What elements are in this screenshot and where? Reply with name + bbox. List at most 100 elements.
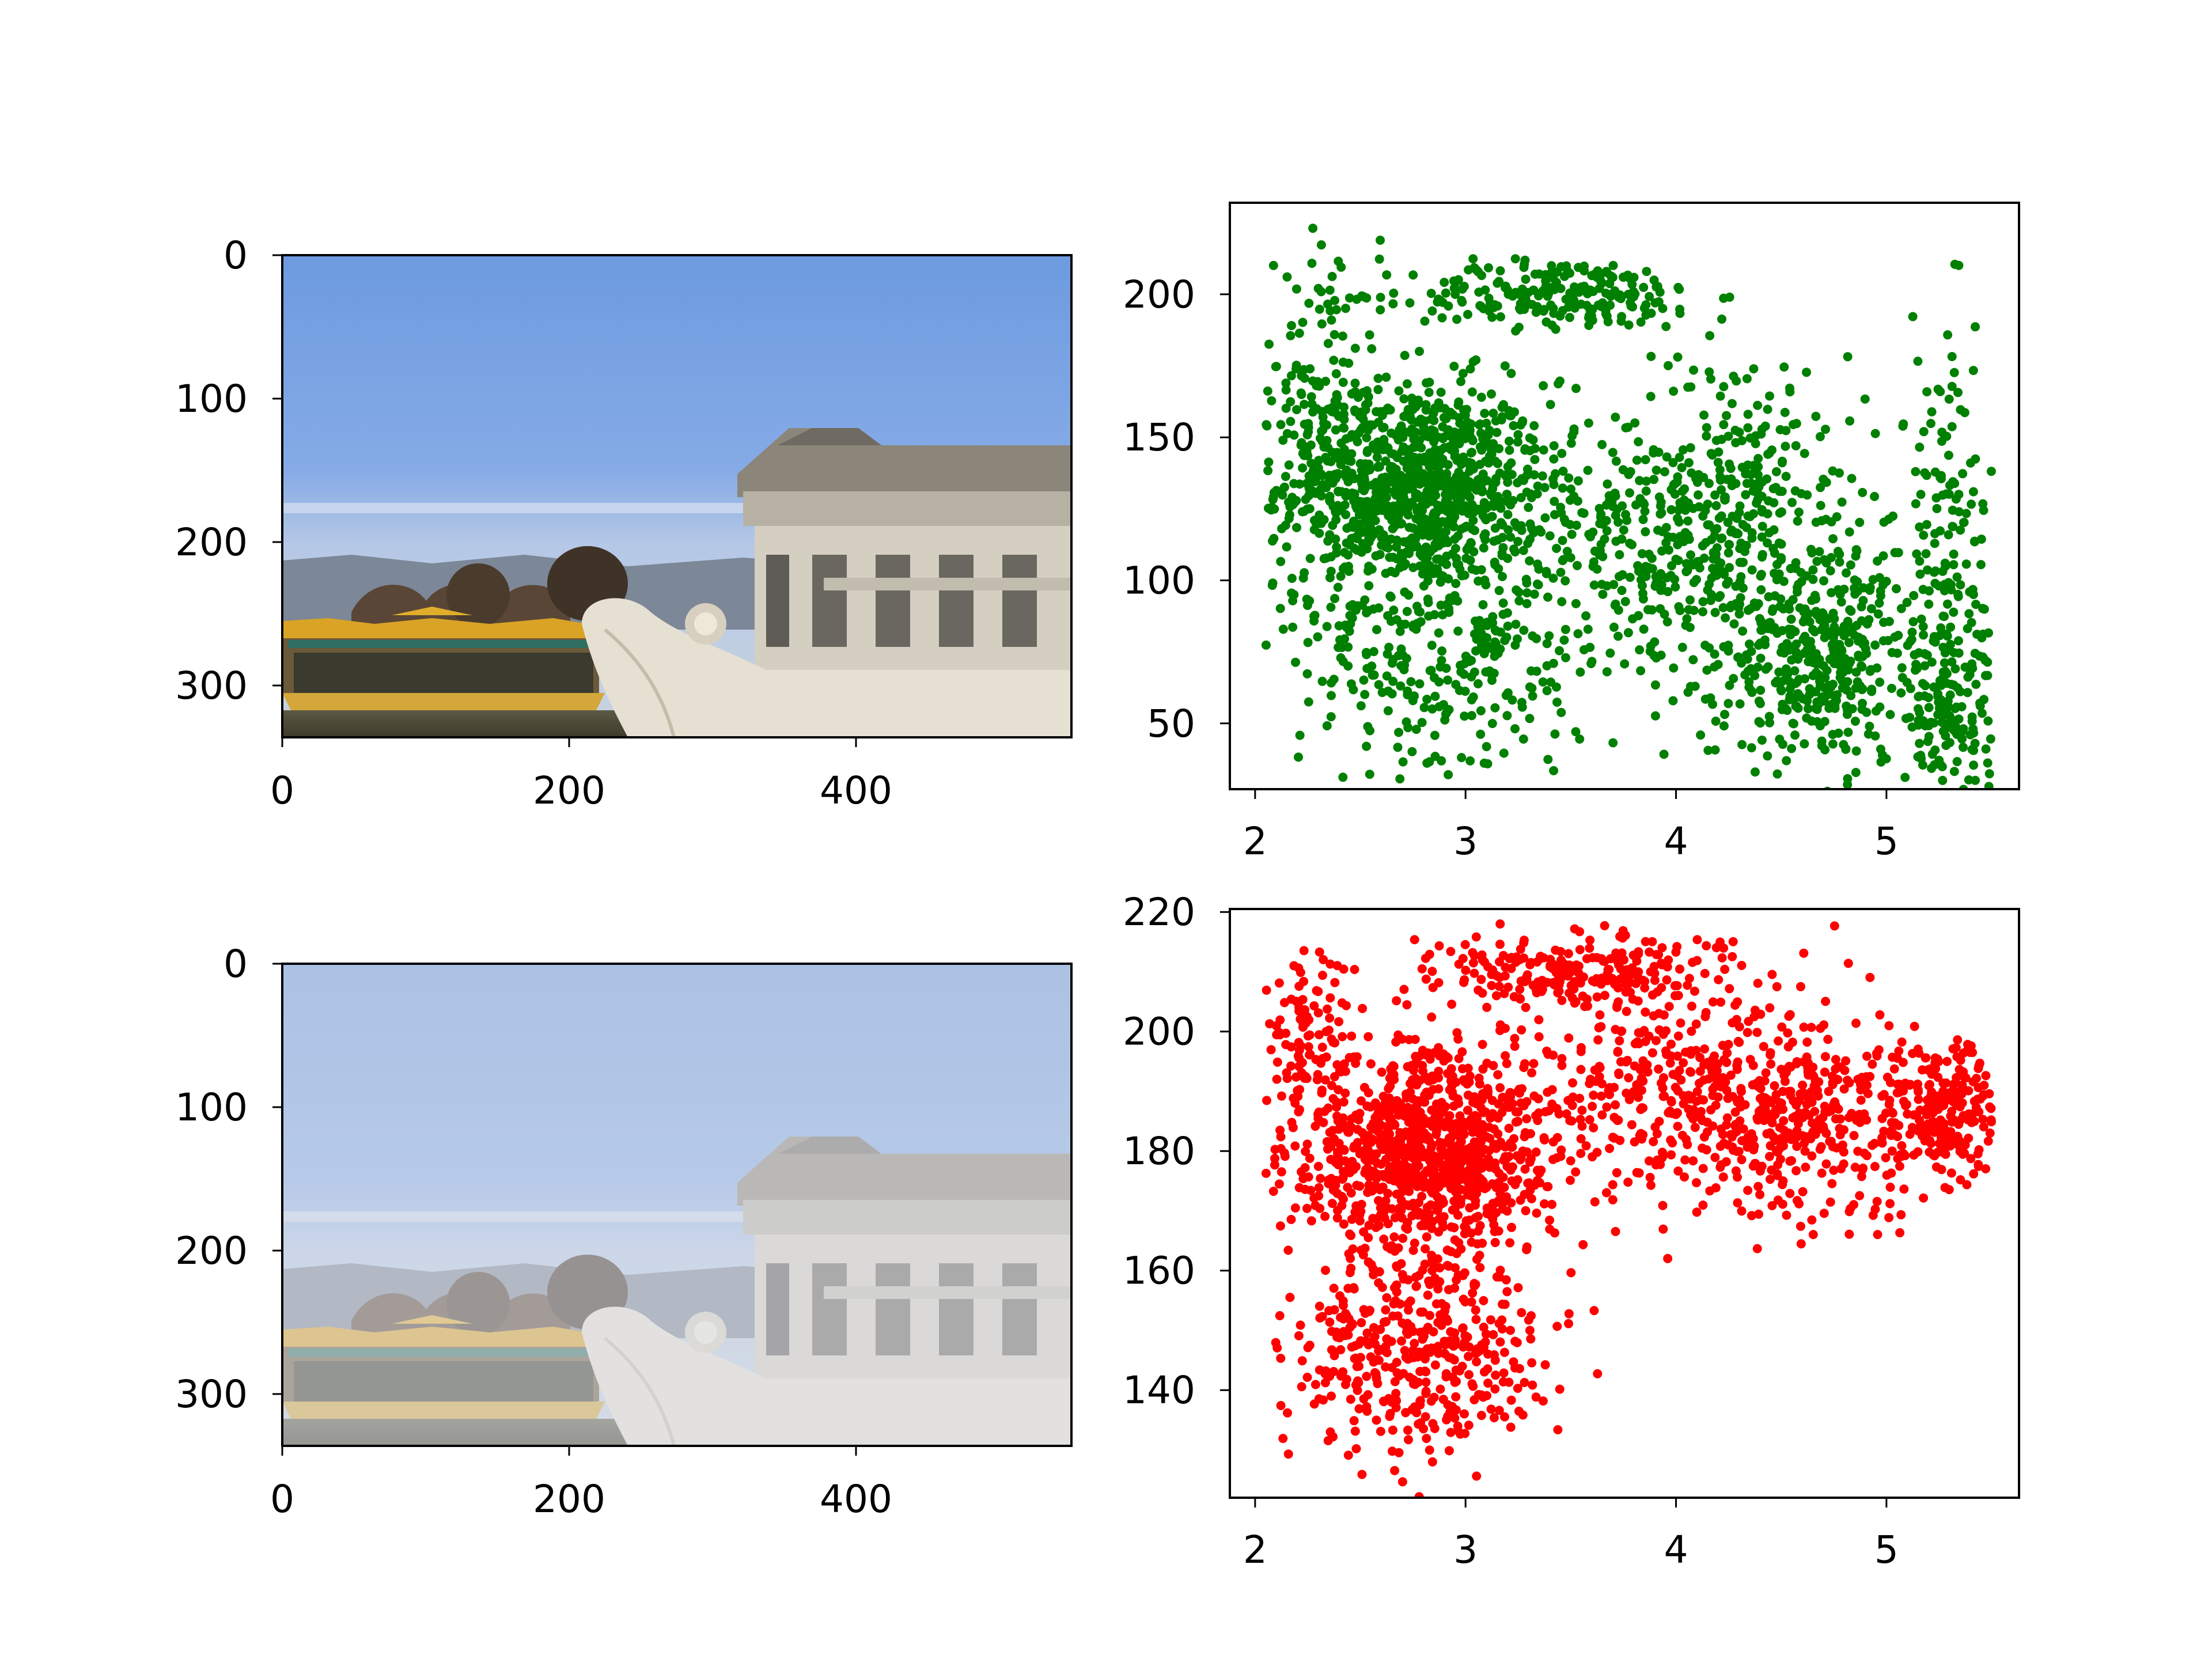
scatter-point bbox=[1498, 599, 1508, 608]
scatter-point bbox=[1448, 1087, 1457, 1097]
scatter-point bbox=[1781, 426, 1791, 435]
scatter-point bbox=[1313, 987, 1323, 997]
scatter-point bbox=[1504, 436, 1514, 446]
scatter-point bbox=[1477, 950, 1487, 960]
scatter-point bbox=[1494, 1319, 1504, 1328]
scatter-point bbox=[1598, 589, 1608, 599]
scatter-point bbox=[1349, 1416, 1359, 1426]
scatter-point bbox=[1357, 547, 1366, 557]
scatter-point bbox=[1566, 438, 1576, 448]
scatter-point bbox=[1714, 447, 1724, 457]
scatter-point bbox=[1416, 502, 1426, 512]
scatter-point bbox=[1685, 681, 1695, 691]
scatter-point bbox=[1606, 271, 1616, 281]
scatter-point bbox=[1392, 535, 1402, 545]
scatter-point bbox=[1354, 837, 1363, 846]
scatter-point bbox=[1669, 663, 1679, 673]
scatter-point bbox=[1272, 1057, 1282, 1067]
scatter-point bbox=[1395, 627, 1405, 637]
scatter-point bbox=[1775, 734, 1785, 744]
scatter-point bbox=[1446, 1172, 1456, 1181]
scatter-point bbox=[1940, 658, 1949, 668]
scatter-point bbox=[1336, 1345, 1346, 1355]
scatter-point bbox=[1529, 470, 1539, 480]
scatter-point bbox=[1344, 490, 1354, 500]
scatter-point bbox=[1619, 955, 1628, 965]
scatter-point bbox=[1600, 534, 1609, 544]
scatter-point bbox=[1348, 131, 1357, 141]
scatter-point bbox=[1976, 560, 1986, 570]
scatter-point bbox=[1851, 683, 1861, 693]
scatter-point bbox=[1742, 374, 1752, 384]
scatter-point bbox=[1464, 1342, 1474, 1352]
scatter-point bbox=[1914, 691, 1924, 701]
scatter-point bbox=[1372, 1214, 1381, 1224]
scatter-point bbox=[1459, 452, 1468, 462]
scatter-point bbox=[1626, 301, 1636, 311]
scatter-point bbox=[1281, 403, 1291, 413]
scatter-point bbox=[1672, 981, 1682, 991]
scatter-point bbox=[1345, 1229, 1354, 1239]
scatter-point bbox=[1815, 547, 1824, 556]
scatter-point bbox=[1711, 501, 1721, 510]
scatter-point bbox=[1942, 669, 1952, 679]
scatter-point bbox=[1527, 1311, 1536, 1321]
scatter-point bbox=[1526, 489, 1536, 499]
scatter-point bbox=[1549, 454, 1559, 464]
scatter-point bbox=[1457, 1064, 1467, 1074]
scatter-point bbox=[1646, 351, 1656, 361]
scatter-point bbox=[1646, 1180, 1656, 1190]
scatter-point bbox=[1645, 1156, 1654, 1166]
scatter-point bbox=[1534, 1032, 1544, 1041]
scatter-point bbox=[1430, 1170, 1440, 1180]
scatter-point bbox=[1481, 667, 1491, 677]
scatter-point bbox=[1510, 254, 1520, 264]
scatter-point bbox=[1304, 298, 1314, 308]
scatter-point bbox=[1945, 793, 1955, 802]
scatter-point bbox=[1967, 499, 1976, 509]
scatter-point bbox=[1435, 1384, 1445, 1394]
scatter-point bbox=[1774, 569, 1784, 579]
scatter-point bbox=[1378, 1396, 1388, 1406]
scatter-point bbox=[1389, 1283, 1399, 1293]
scatter-point bbox=[1702, 431, 1711, 441]
scatter-point bbox=[1509, 992, 1519, 1002]
scatter-point bbox=[1434, 398, 1444, 408]
scatter-point bbox=[1476, 729, 1486, 739]
scatter-point bbox=[1482, 1058, 1492, 1068]
scatter-point bbox=[1967, 712, 1977, 722]
scatter-point bbox=[1270, 1160, 1279, 1170]
scatter-point bbox=[1622, 516, 1632, 525]
scatter-point bbox=[1630, 418, 1640, 428]
scatter-point bbox=[1701, 538, 1711, 547]
scatter-point bbox=[1728, 952, 1737, 961]
scatter-point bbox=[1558, 306, 1567, 316]
scatter-point bbox=[1949, 607, 1959, 617]
scatter-point bbox=[1303, 638, 1313, 647]
scatter-point bbox=[1297, 1167, 1306, 1177]
scatter-point bbox=[1652, 1036, 1661, 1046]
scatter-point bbox=[1408, 1345, 1418, 1355]
scatter-point bbox=[1613, 517, 1623, 527]
scatter-point bbox=[1457, 284, 1467, 294]
scatter-point bbox=[1906, 684, 1915, 694]
scatter-point bbox=[1331, 515, 1341, 525]
scatter-point bbox=[1434, 1084, 1444, 1094]
scatter-point bbox=[1537, 471, 1547, 481]
scatter-point bbox=[1294, 1107, 1304, 1117]
scatter-point bbox=[1735, 501, 1745, 511]
red-scatter-points bbox=[1261, 919, 1996, 1498]
scatter-point bbox=[1533, 481, 1543, 491]
scatter-point bbox=[1605, 1083, 1615, 1093]
scatter-point bbox=[1718, 603, 1728, 612]
scatter-point bbox=[1642, 476, 1652, 486]
scatter-point bbox=[1491, 474, 1501, 483]
scatter-point bbox=[1414, 1198, 1423, 1207]
scatter-point bbox=[1489, 501, 1499, 511]
scatter-point bbox=[1954, 490, 1964, 499]
scatter-point bbox=[1715, 391, 1725, 401]
scatter-point bbox=[1347, 389, 1357, 399]
scatter-point bbox=[1326, 712, 1336, 722]
scatter-point bbox=[1850, 630, 1859, 640]
scatter-point bbox=[1478, 1177, 1488, 1187]
